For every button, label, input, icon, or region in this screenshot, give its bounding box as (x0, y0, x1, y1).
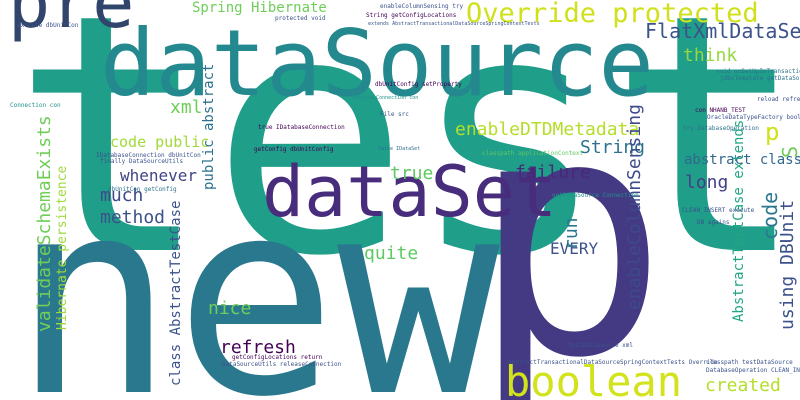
word: testDataSource xml (568, 342, 633, 349)
word: extends AbstractTransactionalDataSourceS… (368, 21, 540, 27)
word: much (100, 185, 143, 206)
word: validateSchemaExists (34, 115, 55, 332)
word: think (683, 45, 737, 66)
word: nice (208, 298, 251, 319)
word: EVERY (550, 239, 599, 258)
word: enableDTDMetadata (455, 119, 639, 140)
word: dbUnitConfig setProperty (375, 81, 462, 88)
word: boolean (505, 357, 682, 400)
word: code public (110, 133, 209, 151)
word: public abstract (201, 64, 217, 190)
word: AbstractTransactionalDataSourceSpringCon… (508, 359, 718, 366)
word: execute dbUnitCon (17, 22, 79, 29)
word: refresh (220, 337, 296, 358)
word: DatabaseOperation CLEAN_INSERT (706, 367, 800, 374)
word: abstract class (684, 152, 800, 168)
word: File src (380, 111, 409, 118)
word: Connection con (10, 102, 61, 109)
word: DataSourceUtils releaseConnection (222, 361, 342, 368)
word: p (765, 118, 779, 146)
word: new (12, 141, 502, 400)
word: finally DataSourceUtils (100, 158, 183, 165)
word: String (580, 137, 645, 158)
word: long (685, 172, 728, 193)
word: xml (170, 97, 203, 118)
word: dbUnitCon getConfig (108, 186, 177, 193)
word: enableColumnSensing try (380, 3, 463, 10)
word: AbstractTestCase extends (731, 120, 747, 322)
word: IDatabaseConnection dbUnitCon (96, 152, 201, 159)
word: run (561, 217, 582, 250)
word: created (705, 375, 781, 396)
word: Hibernate persistence (55, 165, 70, 330)
word: classpath testDataSource (706, 359, 793, 366)
word: Spring Hibernate (192, 0, 327, 16)
word: con NHANB_TEST (695, 107, 746, 114)
word: pre (8, 0, 134, 44)
word: Override protected (466, 0, 759, 29)
word: OracleDataTypeFactory boolean (707, 114, 800, 121)
word: whenever (120, 166, 197, 185)
word: FlatXmlDataSet (645, 19, 800, 43)
word: DB agains (697, 219, 730, 226)
word: getConfigLocations return (232, 354, 323, 361)
word: S (778, 146, 800, 158)
word: getDataSource Connection (552, 192, 639, 199)
word: true (390, 163, 433, 184)
word: dataSet (262, 151, 557, 233)
word: DatabaseConnection con (352, 95, 418, 101)
word: classpath applicationContext (482, 150, 584, 157)
word: method (100, 207, 165, 228)
word: reload refresh (757, 96, 800, 103)
word: code (758, 192, 782, 240)
word: dataSource (100, 10, 654, 117)
word: CLEAN_INSERT execute (682, 207, 755, 214)
word: try DatabaseOperation (683, 125, 759, 132)
word: failure (515, 162, 591, 183)
word: class AbstractTestCase (168, 201, 184, 386)
word: String getConfigLocations (366, 12, 457, 19)
word: void onSetUpInTransaction (716, 68, 800, 75)
word: jdbcTemplate getDataSource (720, 75, 800, 82)
word: p (470, 46, 669, 400)
word: protected void (275, 15, 326, 22)
word: getConfig dbUnitConfig (254, 146, 334, 153)
word: true IDatabaseConnection (258, 124, 345, 131)
word: test (12, 0, 800, 328)
word: using DBUnit (777, 200, 798, 330)
word: enableColumnSensing (624, 104, 645, 310)
word: false IDataSet (378, 146, 420, 152)
word: quite (364, 243, 418, 264)
